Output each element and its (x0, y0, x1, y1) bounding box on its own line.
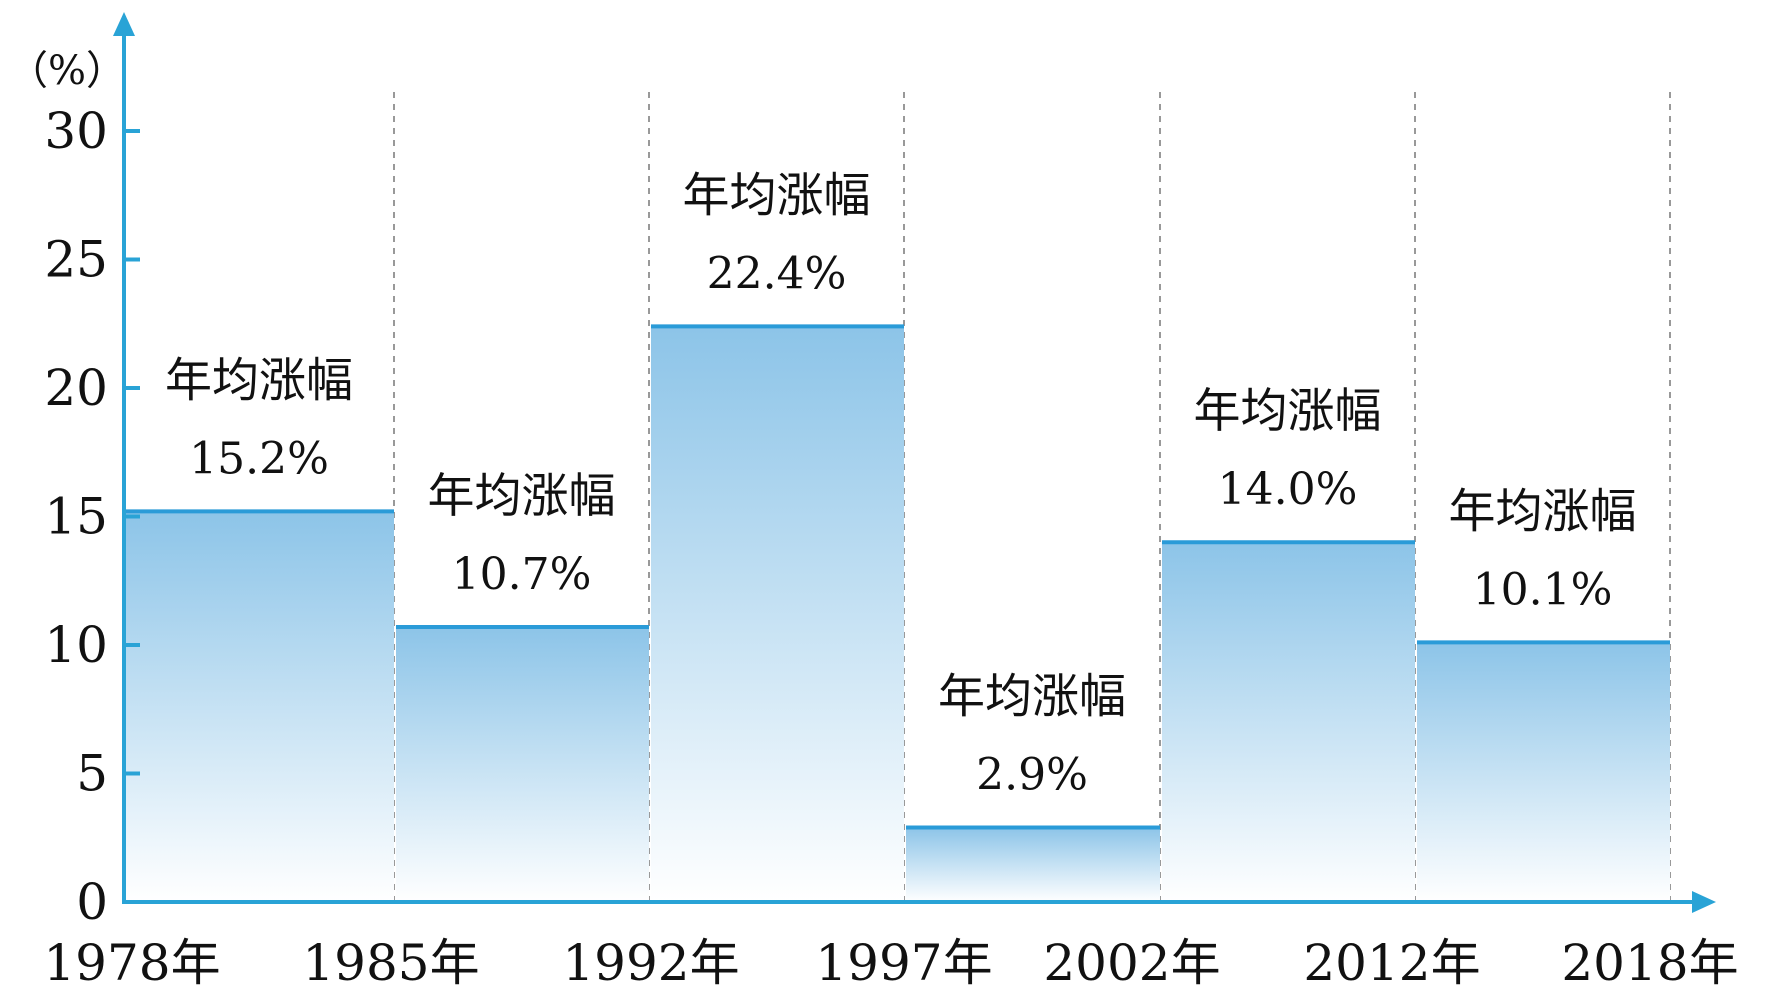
bar-title-label: 年均涨幅 (938, 669, 1126, 724)
x-tick-label: 2012年 (1303, 934, 1480, 992)
bar (651, 326, 904, 902)
y-tick-label: 15 (44, 488, 108, 546)
y-tick-label: 0 (76, 873, 108, 931)
y-tick-label: 10 (44, 616, 108, 674)
bar-value-label: 10.1% (1473, 564, 1613, 615)
axes (113, 12, 1716, 913)
bar (126, 511, 394, 902)
y-tick-label: 5 (76, 745, 108, 803)
x-tick-label: 1985年 (302, 934, 479, 992)
bar-title-label: 年均涨幅 (428, 469, 616, 524)
bars (126, 324, 1670, 902)
bar (1162, 542, 1415, 902)
bar-value-label: 2.9% (976, 749, 1088, 800)
x-tick-label: 1992年 (562, 934, 739, 992)
x-tick-label: 1997年 (815, 934, 992, 992)
x-axis-arrow (1692, 891, 1716, 913)
bar-title-label: 年均涨幅 (683, 168, 871, 223)
x-tick-label: 1978年 (43, 934, 220, 992)
y-tick-label: 30 (44, 102, 108, 160)
y-tick-label: 20 (44, 359, 108, 417)
bar-title-label: 年均涨幅 (1194, 384, 1382, 439)
y-axis-unit-label: （%） (8, 48, 126, 94)
bar-value-label: 15.2% (189, 433, 329, 484)
y-tick-label: 25 (44, 231, 108, 289)
bar-value-label: 22.4% (707, 248, 847, 299)
labels: （%） 年均涨幅 15.2% 年均涨幅 10.7% 年均涨幅 22.4% 年均涨幅 2.9% 年… (8, 48, 1739, 992)
bar-title-label: 年均涨幅 (1449, 484, 1637, 539)
y-axis-arrow (113, 12, 135, 36)
bar (906, 827, 1160, 902)
bar-title-label: 年均涨幅 (165, 353, 353, 408)
bar-value-label: 10.7% (452, 549, 592, 600)
bar-value-label: 14.0% (1218, 464, 1358, 515)
bar (1417, 642, 1670, 902)
x-tick-label: 2002年 (1043, 934, 1220, 992)
bar (396, 627, 649, 902)
x-tick-label: 2018年 (1561, 934, 1738, 992)
